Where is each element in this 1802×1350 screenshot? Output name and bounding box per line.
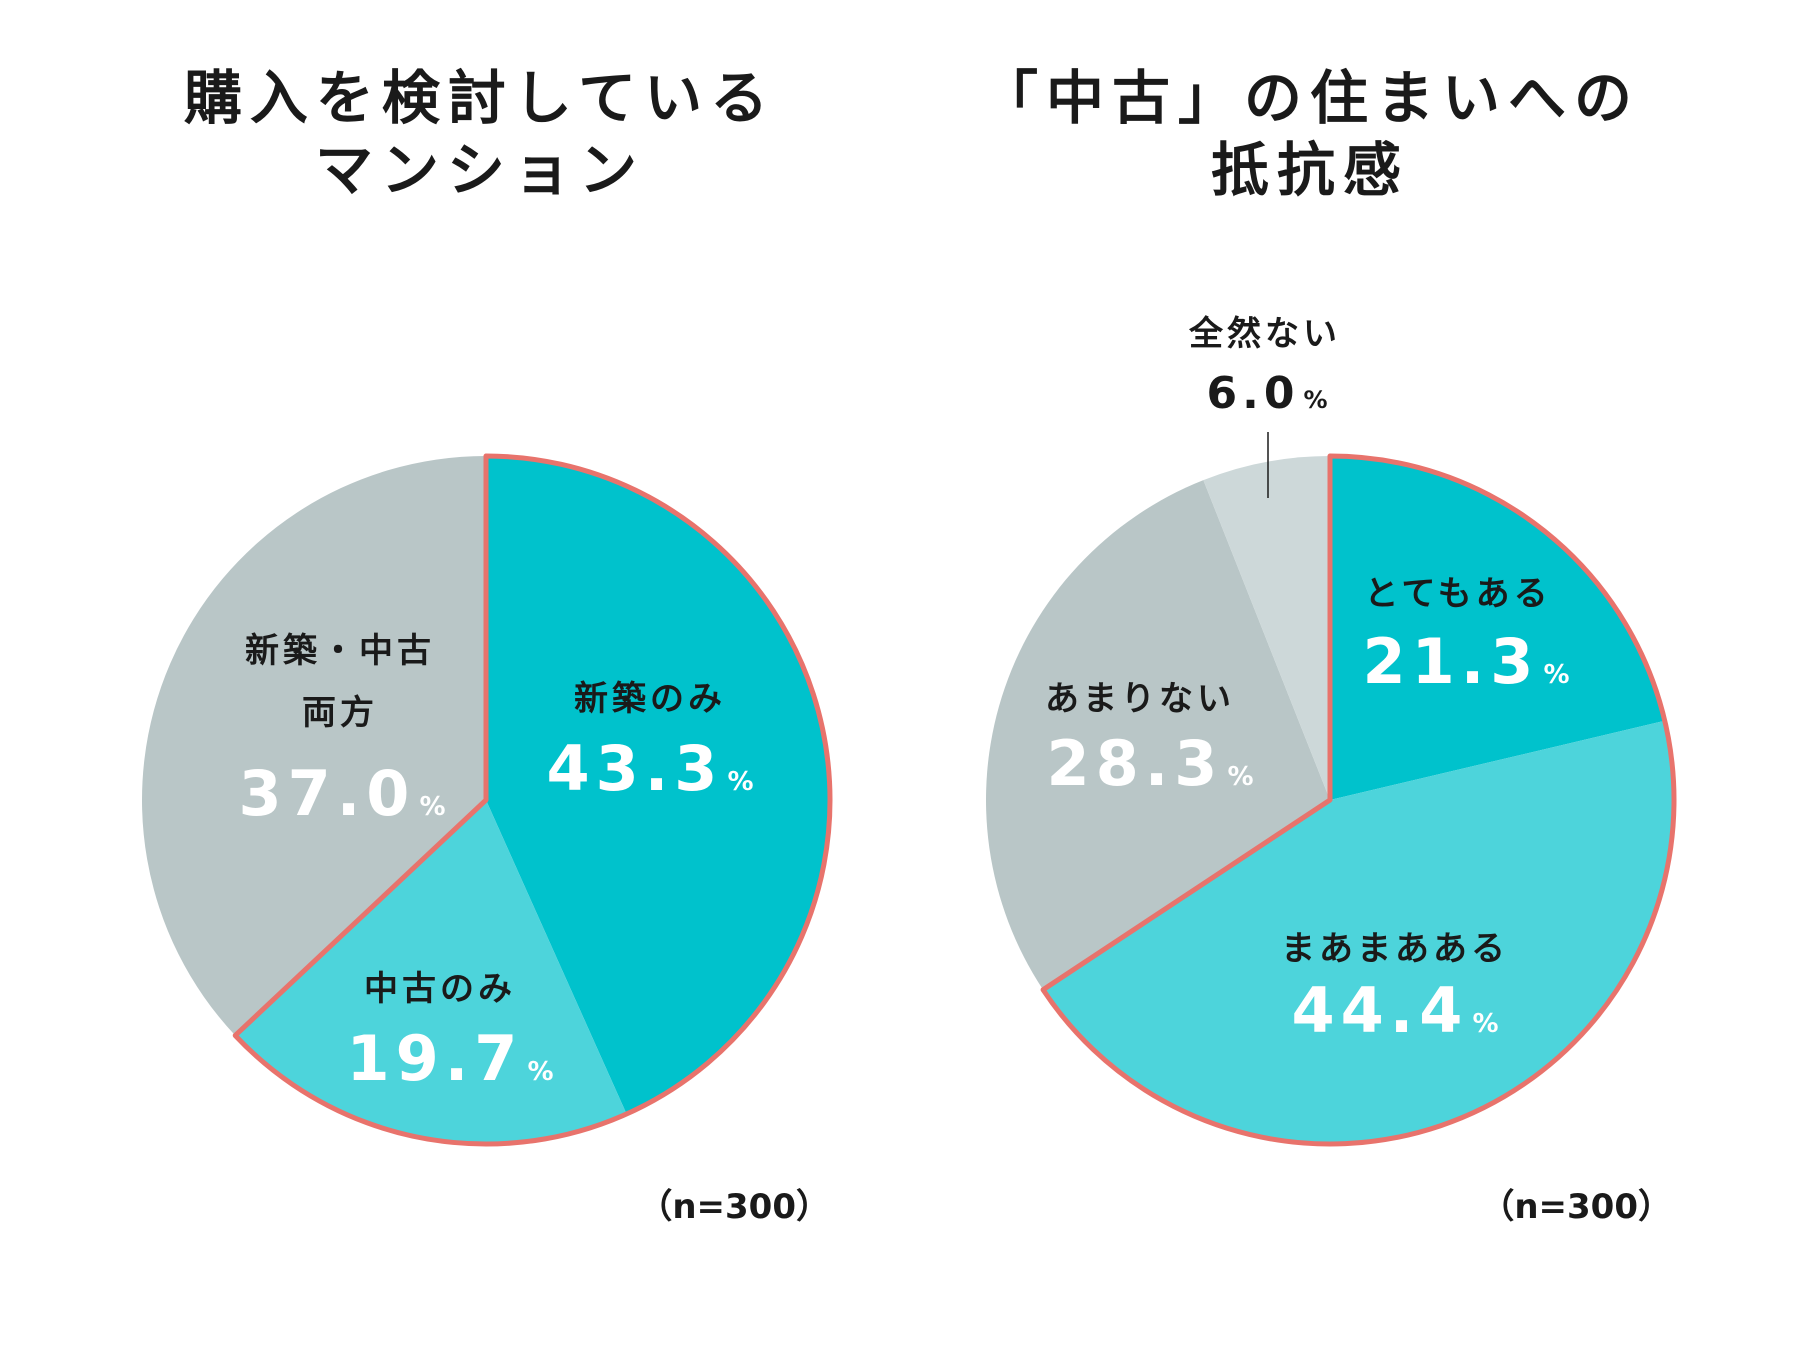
value-number: 43.3 (546, 732, 723, 805)
chart-right: 「中古」の住まいへの 抵抗感 とてもある 21.3% まあまあある 44.4% … (980, 64, 1677, 1227)
value-number: 6.0 (1207, 368, 1300, 419)
chart-left-title-line-2: マンション (315, 136, 645, 204)
chart-left-slice-3 (141, 456, 486, 1036)
chart-right-sample-size: （n=300） (1480, 1187, 1672, 1227)
chart-left-slices (141, 456, 831, 1145)
chart-right-title-line-2: 抵抗感 (1211, 136, 1409, 204)
chart-right-slice-value: 44.4% (1291, 974, 1498, 1047)
chart-right-slice-label: 全然ない (1188, 314, 1341, 354)
chart-right-slice-1 (1330, 456, 1665, 800)
chart-left-slice-label: 新築のみ (574, 679, 726, 719)
value-number: 37.0 (238, 757, 415, 830)
chart-left-slice-label: 新築・中古 (245, 631, 435, 671)
chart-left-title-line-1: 購入を検討している (184, 64, 776, 132)
chart-left-slice-value: 19.7% (346, 1022, 553, 1095)
chart-right-slice-label: とてもある (1364, 574, 1551, 614)
chart-left-slice-value: 37.0% (238, 757, 445, 830)
chart-right-slice-label: あまりない (1045, 679, 1235, 719)
percent-sign: % (1472, 1009, 1498, 1039)
chart-right-slice-value: 28.3% (1046, 727, 1253, 800)
chart-left-slice-2 (235, 800, 627, 1145)
chart-right-slice-value: 6.0% (1207, 368, 1328, 419)
value-number: 44.4 (1291, 974, 1468, 1047)
chart-right-slice-4 (1203, 456, 1330, 800)
chart-right-slice-2 (1043, 720, 1675, 1145)
percent-sign: % (1303, 386, 1327, 414)
chart-right-slice-value: 21.3% (1362, 625, 1569, 698)
chart-right-slices (986, 456, 1675, 1145)
chart-left-slice-label-line-2: 両方 (302, 693, 378, 733)
chart-right-slice-3 (986, 480, 1330, 990)
chart-right-slice-label: まあまあある (1281, 929, 1509, 969)
percent-sign: % (1543, 660, 1569, 690)
chart-left-slice-value: 43.3% (546, 732, 753, 805)
value-number: 21.3 (1362, 625, 1539, 698)
chart-left: 購入を検討している マンション 新築のみ 43.3% 中古のみ 19.7% 新築… (141, 64, 833, 1227)
chart-left-highlight-border (232, 453, 833, 1147)
chart-right-title-line-1: 「中古」の住まいへの (980, 64, 1640, 132)
value-number: 19.7 (346, 1022, 523, 1095)
percent-sign: % (727, 767, 753, 797)
chart-left-slice-label: 中古のみ (364, 969, 516, 1009)
percent-sign: % (527, 1057, 553, 1087)
chart-left-sample-size: （n=300） (638, 1187, 830, 1227)
percent-sign: % (1227, 762, 1253, 792)
chart-right-highlight-border (1040, 453, 1677, 1147)
chart-left-slice-1 (486, 456, 831, 1114)
value-number: 28.3 (1046, 727, 1223, 800)
percent-sign: % (419, 792, 445, 822)
